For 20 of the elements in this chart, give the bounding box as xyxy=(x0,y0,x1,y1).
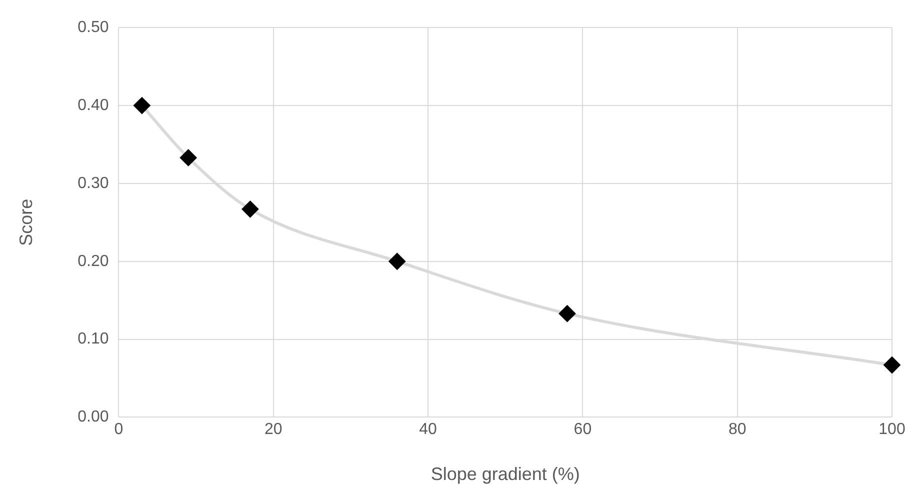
x-tick-label: 0 xyxy=(114,421,124,438)
y-axis-title: Score xyxy=(16,198,36,246)
x-tick-label: 60 xyxy=(574,421,592,438)
point xyxy=(242,200,259,218)
y-tick-label: 0.40 xyxy=(78,96,109,114)
y-tick-label: 0.20 xyxy=(78,252,109,270)
x-tick-label: 20 xyxy=(264,421,282,438)
x-tick-label: 40 xyxy=(419,421,438,438)
y-tick-label: 0.10 xyxy=(78,330,109,348)
y-tick-label: 0.50 xyxy=(78,19,109,36)
x-tick-label: 100 xyxy=(878,421,906,438)
point xyxy=(388,252,406,270)
y-tick-label: 0.00 xyxy=(78,408,109,426)
point xyxy=(180,149,197,166)
x-axis-title: Slope gradient (%) xyxy=(430,464,580,484)
x-tick-label: 80 xyxy=(728,421,746,438)
point xyxy=(133,97,150,114)
y-tick-label: 0.30 xyxy=(78,174,109,192)
point xyxy=(558,305,576,322)
point xyxy=(884,356,900,374)
